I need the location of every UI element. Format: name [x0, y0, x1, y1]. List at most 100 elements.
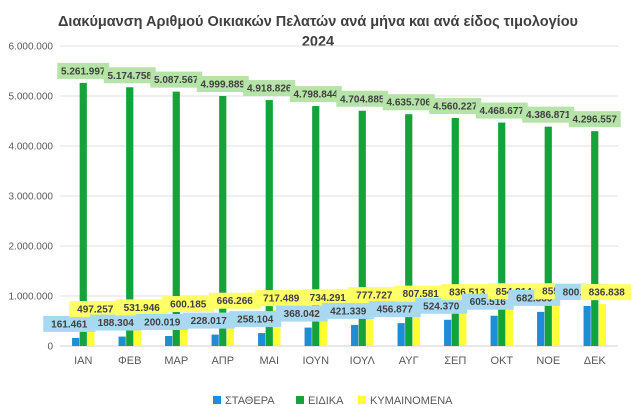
bar-stathera	[165, 335, 173, 346]
bar-kymainomena	[505, 303, 513, 346]
x-tick-label: ΦΕΒ	[118, 355, 141, 367]
x-tick-label: ΝΟΕ	[536, 355, 560, 367]
bar-stathera	[444, 319, 452, 346]
data-label-box-stathera	[415, 297, 468, 314]
x-tick-label: ΣΕΠ	[444, 355, 466, 367]
data-label-box-stathera	[368, 301, 421, 318]
data-label-box-stathera	[182, 312, 235, 329]
data-label-box-kymainomena	[348, 287, 401, 304]
data-label-stathera: 456.877	[377, 305, 414, 316]
chart-subtitle: 2024	[302, 34, 334, 50]
bar-kymainomena	[273, 310, 281, 346]
bar-kymainomena	[87, 321, 95, 346]
data-label-stathera: 605.516	[470, 297, 507, 308]
data-label-box-kymainomena	[115, 299, 168, 316]
x-tick-label: ΜΑΙ	[259, 355, 279, 367]
bar-kymainomena	[552, 303, 560, 346]
x-tick-label: ΑΠΡ	[211, 355, 234, 367]
y-tick-label: 1.000.000	[9, 292, 54, 303]
bar-eidika	[358, 110, 366, 346]
bar-eidika	[126, 87, 134, 347]
data-label-eidika: 4.560.227	[433, 101, 478, 112]
data-label-kymainomena: 836.513	[449, 288, 486, 299]
data-label-box-stathera	[43, 315, 96, 332]
legend-swatch-eidika	[296, 396, 304, 404]
bar-kymainomena	[133, 319, 141, 346]
data-label-box-eidika	[196, 76, 249, 93]
data-label-box-eidika	[382, 94, 435, 111]
data-label-box-kymainomena	[162, 295, 215, 312]
legend-swatch-stathera	[213, 396, 221, 404]
data-label-eidika: 4.635.706	[387, 98, 432, 109]
bar-stathera	[351, 324, 359, 346]
x-tick-label: ΙΟΥΝ	[302, 355, 329, 367]
data-label-kymainomena: 666.266	[217, 296, 254, 307]
data-label-stathera: 524.370	[423, 301, 460, 312]
x-tick-label: ΑΥΓ	[399, 355, 419, 367]
legend-label-stathera: ΣΤΑΘΕΡΑ	[225, 395, 275, 407]
data-label-box-eidika	[475, 102, 528, 119]
bar-kymainomena	[180, 315, 188, 346]
bar-eidika	[544, 126, 552, 346]
data-label-box-eidika	[243, 80, 296, 97]
data-label-box-kymainomena	[301, 289, 354, 306]
data-label-kymainomena: 497.257	[77, 305, 114, 316]
data-label-kymainomena: 734.291	[310, 293, 347, 304]
bar-stathera	[397, 323, 405, 346]
bar-stathera	[537, 311, 545, 346]
data-label-stathera: 258.104	[237, 315, 274, 326]
bar-kymainomena	[319, 309, 327, 346]
data-label-eidika: 4.999.889	[201, 80, 246, 91]
bar-stathera	[583, 305, 591, 346]
x-tick-label: ΜΑΡ	[164, 355, 188, 367]
y-tick-label: 5.000.000	[9, 92, 54, 103]
bar-stathera	[118, 336, 126, 346]
data-label-stathera: 421.339	[330, 306, 367, 317]
data-label-stathera: 188.304	[98, 318, 135, 329]
legend-label-eidika: ΕΙΔΙΚΑ	[308, 395, 344, 407]
data-label-kymainomena: 777.727	[356, 291, 393, 302]
bar-stathera	[72, 337, 80, 346]
bar-stathera	[490, 315, 498, 346]
y-tick-label: 3.000.000	[9, 192, 54, 203]
data-label-eidika: 5.087.567	[154, 75, 199, 86]
data-label-box-kymainomena	[394, 285, 447, 302]
data-label-box-kymainomena	[69, 301, 122, 318]
data-label-box-eidika	[336, 90, 389, 107]
data-label-stathera: 368.042	[284, 309, 321, 320]
data-label-box-kymainomena	[580, 284, 631, 301]
data-label-eidika: 4.798.844	[294, 90, 339, 101]
bar-kymainomena	[412, 305, 420, 346]
data-label-box-stathera	[275, 305, 328, 322]
data-label-box-eidika	[150, 71, 203, 88]
bar-eidika	[312, 106, 320, 346]
x-tick-label: ΟΚΤ	[490, 355, 513, 367]
data-label-stathera: 161.461	[51, 319, 88, 330]
x-axis: ΙΑΝ ΦΕΒ ΜΑΡ ΑΠΡ ΜΑΙ ΙΟΥΝ ΙΟΥΛ ΑΥΓ ΣΕΠ ΟΚΤ ΝΟΕ ΔΕΚ	[74, 355, 606, 367]
bar-eidika	[265, 100, 273, 346]
bars	[72, 82, 606, 347]
data-label-kymainomena: 807.581	[403, 289, 440, 300]
data-label-box-eidika	[522, 106, 575, 123]
data-label-eidika: 4.468.677	[480, 106, 525, 117]
data-label-eidika: 5.174.758	[108, 71, 153, 82]
legend-swatch-kymainomena	[358, 396, 366, 404]
bar-eidika	[79, 82, 87, 346]
data-label-eidika: 5.261.997	[61, 66, 106, 77]
data-label-box-eidika	[289, 86, 342, 103]
data-labels: 161.4615.261.997497.257188.3045.174.7585…	[43, 62, 631, 332]
bar-eidika	[451, 117, 459, 346]
bar-kymainomena	[226, 312, 234, 346]
bar-eidika	[219, 96, 227, 346]
bar-eidika	[591, 131, 599, 346]
data-label-kymainomena: 717.489	[263, 294, 300, 305]
bar-eidika	[172, 91, 180, 347]
data-label-eidika: 4.386.871	[526, 110, 571, 121]
legend-label-kymainomena: ΚΥΜΑΙΝΟΜΕΝΑ	[370, 395, 453, 407]
x-tick-label: ΙΑΝ	[74, 355, 92, 367]
data-label-stathera: 200.019	[144, 317, 181, 328]
x-tick-label: ΙΟΥΛ	[350, 355, 376, 367]
data-label-box-stathera	[136, 313, 189, 330]
